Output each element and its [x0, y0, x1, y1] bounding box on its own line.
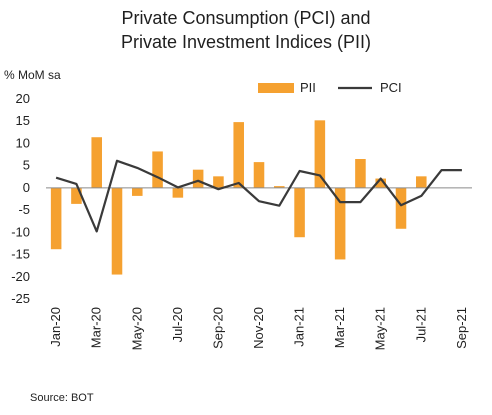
pii-bar: [253, 162, 265, 188]
pii-bar: [274, 186, 285, 188]
x-tick-label: May-21: [373, 307, 388, 350]
x-tick-label: Jul-21: [413, 307, 428, 342]
legend-swatch-pii: [258, 83, 294, 93]
pii-bar: [71, 187, 82, 204]
legend-label-pci: PCI: [380, 80, 402, 95]
y-tick-label: 20: [16, 91, 30, 106]
x-tick-label: Nov-20: [251, 307, 266, 349]
pii-bar: [152, 151, 163, 188]
y-tick-label: 10: [16, 135, 30, 150]
x-tick-label: Mar-21: [332, 307, 347, 348]
y-tick-label: 0: [23, 180, 30, 195]
pii-bar: [111, 187, 123, 275]
pii-bar: [334, 187, 346, 260]
pii-bar: [314, 120, 326, 188]
x-tick-label: Sep-21: [454, 307, 469, 349]
pii-bar: [395, 187, 407, 229]
y-tick-label: -5: [18, 202, 30, 217]
pii-bar: [172, 187, 184, 198]
pii-bar: [294, 187, 305, 238]
x-tick-label: Mar-20: [89, 307, 104, 348]
chart-title-line-1: Private Consumption (PCI) and: [121, 8, 371, 28]
x-tick-label: Sep-20: [210, 307, 225, 349]
pii-bar: [132, 187, 143, 196]
y-tick-label: -25: [11, 291, 30, 306]
y-axis-unit-label: % MoM sa: [4, 68, 61, 82]
pii-bar: [50, 187, 62, 250]
pii-bar: [213, 176, 224, 188]
pii-bar: [233, 122, 244, 188]
x-tick-label: May-20: [129, 307, 144, 350]
y-tick-label: -15: [11, 247, 30, 262]
x-tick-label: Jan-20: [48, 307, 63, 347]
pci-line: [55, 159, 462, 233]
source-note: Source: BOT: [30, 392, 94, 404]
y-tick-label: 5: [23, 158, 30, 173]
chart-title-line-2: Private Investment Indices (PII): [120, 32, 372, 52]
pii-bar: [192, 169, 204, 188]
x-tick-label: Jan-21: [292, 307, 307, 347]
y-tick-label: -20: [11, 269, 30, 284]
pii-bar: [355, 159, 366, 188]
y-tick-label: -10: [11, 224, 30, 239]
y-tick-label: 15: [16, 113, 30, 128]
legend-label-pii: PII: [300, 80, 316, 95]
pii-bar: [91, 137, 102, 188]
x-tick-label: Jul-20: [170, 307, 185, 342]
pii-bar: [375, 178, 386, 188]
pii-bar: [416, 176, 427, 188]
